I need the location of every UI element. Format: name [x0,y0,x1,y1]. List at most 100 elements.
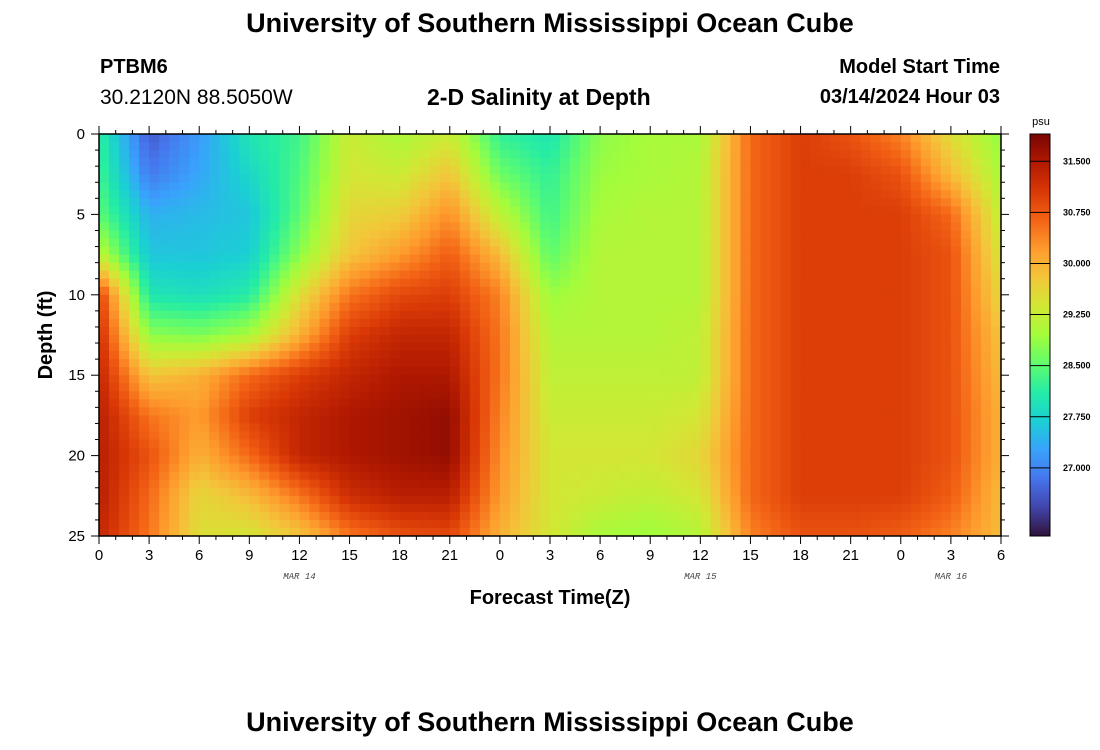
heatmap-cell [239,463,250,473]
heatmap-cell [600,278,611,288]
heatmap-cell [900,471,912,481]
heatmap-cell [479,246,491,256]
heatmap-cell [990,174,1001,183]
heatmap-cell [519,479,531,489]
heatmap-cell [620,519,631,529]
heatmap-cell [650,326,661,336]
heatmap-cell [339,230,351,240]
heatmap-cell [570,423,581,433]
heatmap-cell [570,335,581,344]
heatmap-cell [930,439,942,449]
heatmap-cell [820,182,832,191]
heatmap-cell [640,326,651,336]
heatmap-cell [379,335,391,344]
heatmap-cell [680,302,691,312]
heatmap-cell [179,407,190,416]
heatmap-cell [339,246,351,256]
heatmap-cell [139,262,150,272]
heatmap-cell [920,503,932,513]
heatmap-cell [179,158,190,167]
heatmap-cell [920,431,932,441]
heatmap-cell [580,262,591,272]
heatmap-cell [479,423,491,433]
heatmap-cell [920,278,932,288]
heatmap-cell [489,302,501,312]
heatmap-cell [950,190,962,199]
heatmap-cell [399,455,411,465]
heatmap-cell [680,150,691,159]
heatmap-cell [960,326,972,336]
heatmap-cell [469,222,481,232]
heatmap-cell [529,391,541,400]
heatmap-cell [419,134,431,143]
heatmap-cell [369,455,381,465]
heatmap-cell [720,399,731,408]
heatmap-cell [189,447,200,457]
heatmap-cell [339,214,351,224]
heatmap-cell [159,254,170,264]
heatmap-cell [369,335,381,344]
heatmap-cell [339,431,351,441]
heatmap-cell [570,214,581,224]
heatmap-cell [219,503,230,513]
heatmap-cell [700,439,711,449]
heatmap-cell [880,270,892,280]
heatmap-cell [209,230,220,240]
heatmap-cell [509,519,521,529]
heatmap-cell [259,262,270,272]
heatmap-cell [950,222,962,232]
heatmap-cell [169,343,180,352]
heatmap-cell [529,254,541,264]
heatmap-cell [459,415,471,425]
heatmap-cell [590,511,601,521]
heatmap-cell [149,343,160,352]
heatmap-cell [970,238,982,248]
heatmap-cell [620,343,631,352]
heatmap-cell [580,463,591,473]
heatmap-cell [750,351,762,360]
heatmap-cell [960,262,972,272]
heatmap-cell [890,495,902,505]
heatmap-cell [479,431,491,441]
heatmap-cell [780,487,792,497]
heatmap-cell [279,479,291,489]
heatmap-cell [700,463,711,473]
heatmap-cell [800,286,812,296]
heatmap-cell [299,407,311,416]
heatmap-cell [850,190,862,199]
heatmap-cell [299,487,311,497]
heatmap-cell [780,214,792,224]
heatmap-cell [109,262,120,272]
heatmap-cell [700,415,711,425]
heatmap-cell [560,463,571,473]
heatmap-cell [960,214,972,224]
y-tick-label: 5 [77,206,85,223]
heatmap-cell [890,318,902,328]
heatmap-cell [349,431,361,441]
heatmap-cell [720,158,731,167]
heatmap-cell [890,503,902,513]
heatmap-cell [279,302,291,312]
heatmap-cell [720,182,731,191]
heatmap-cell [509,150,521,159]
heatmap-cell [880,455,892,465]
heatmap-cell [900,527,912,536]
heatmap-cell [870,511,882,521]
heatmap-cell [620,286,631,296]
heatmap-cell [610,326,621,336]
heatmap-cell [519,375,531,384]
heatmap-cell [499,503,511,513]
heatmap-cell [379,318,391,328]
heatmap-cell [910,222,922,232]
heatmap-cell [630,262,641,272]
heatmap-cell [840,431,852,441]
heatmap-cell [439,166,451,175]
heatmap-cell [920,294,932,304]
heatmap-cell [750,527,762,536]
heatmap-cell [930,391,942,400]
heatmap-cell [179,375,190,384]
heatmap-cell [519,439,531,449]
heatmap-cell [580,174,591,183]
heatmap-cell [550,166,561,175]
heatmap-cell [840,246,852,256]
